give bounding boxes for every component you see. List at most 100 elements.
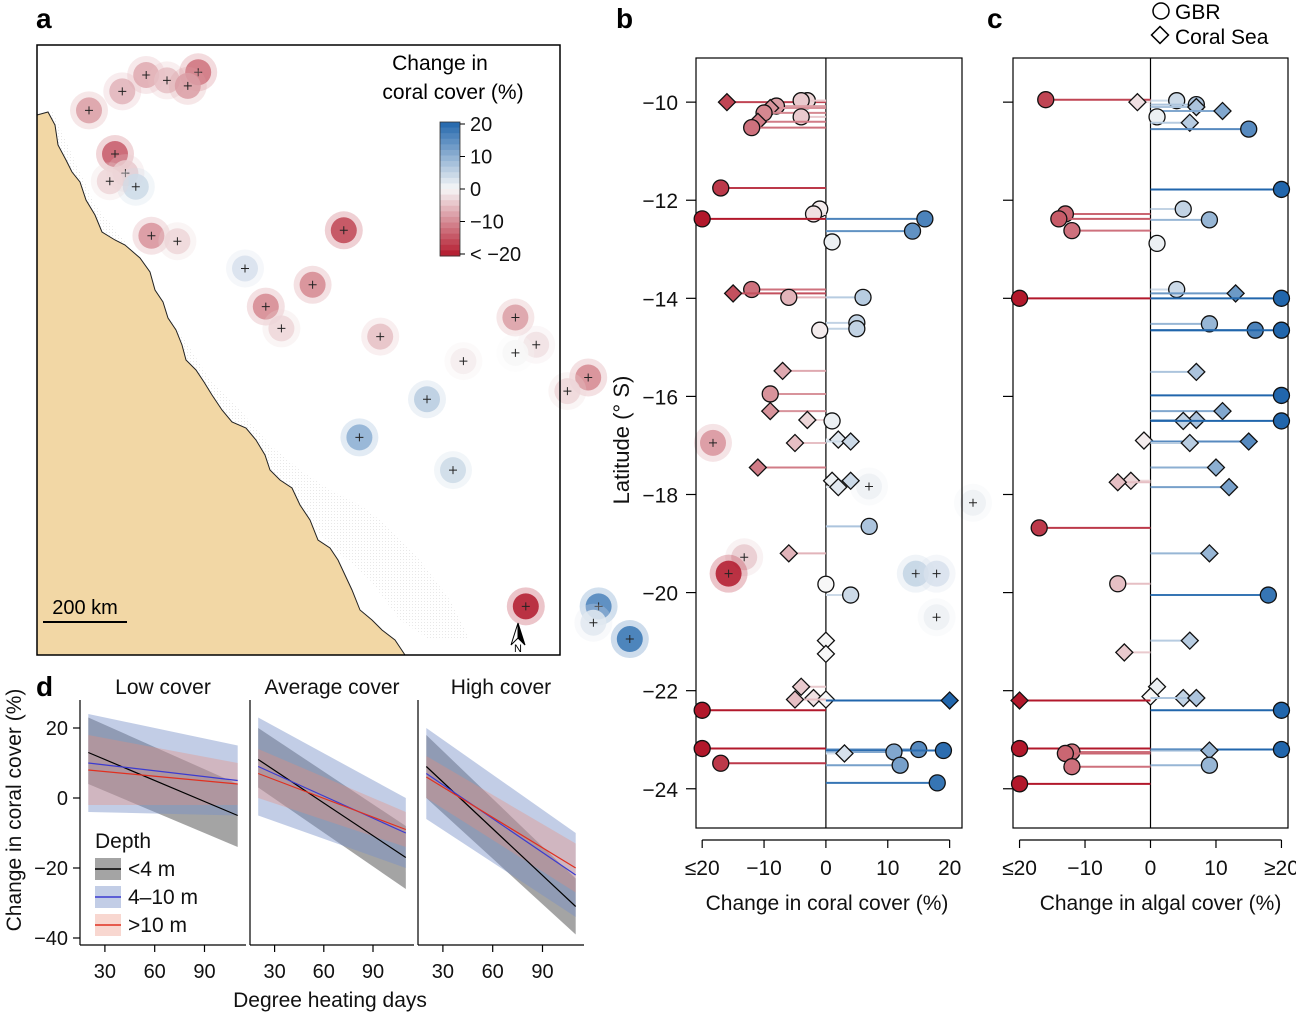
colorbar-segment bbox=[440, 244, 460, 251]
y-tick-label: −10 bbox=[642, 92, 678, 115]
x-axis-label: Change in coral cover (%) bbox=[706, 892, 949, 915]
colorbar-segment bbox=[440, 194, 460, 201]
site-cross bbox=[865, 482, 873, 491]
legend-title: Depth bbox=[95, 830, 151, 853]
trend-line bbox=[257, 772, 407, 831]
map-site-24 bbox=[548, 372, 587, 411]
y-tick-label: −24 bbox=[642, 779, 678, 802]
colorbar-segment bbox=[440, 155, 460, 162]
site-cross bbox=[194, 68, 203, 77]
colorbar: 20 10 0 −10 < −20 bbox=[439, 114, 521, 266]
point-gbr bbox=[1200, 211, 1219, 229]
trend-line bbox=[88, 751, 238, 817]
map-site-31 bbox=[954, 483, 992, 522]
y-tick-label: −14 bbox=[642, 288, 678, 311]
x-tick-label: 90 bbox=[193, 961, 215, 983]
site-cross bbox=[709, 438, 717, 447]
point-coral-sea bbox=[828, 477, 848, 497]
y-axis-label: Change in coral cover (%) bbox=[3, 689, 26, 932]
map-site-28 bbox=[694, 423, 732, 462]
point-coral-sea bbox=[773, 361, 793, 381]
site-cross bbox=[532, 340, 541, 349]
map-site-2 bbox=[103, 72, 142, 111]
x-tick-label: 30 bbox=[432, 961, 454, 983]
panel-b-letter: b bbox=[616, 3, 633, 34]
legend-gbr-marker bbox=[1152, 2, 1170, 20]
map-site-27 bbox=[434, 451, 472, 490]
site-cross bbox=[339, 226, 348, 235]
panel-d-dhd-response: Low cover 30 60 90 20 0 −20 −40 Average cover 30 6… bbox=[3, 676, 584, 1012]
point-coral-sea bbox=[1200, 741, 1219, 760]
map-site-19 bbox=[444, 342, 483, 381]
site-cross bbox=[932, 613, 941, 622]
colorbar-tick-label: 20 bbox=[470, 114, 492, 136]
map-site-20 bbox=[496, 298, 535, 337]
panel-a-letter: a bbox=[36, 3, 52, 34]
map-site-12 bbox=[158, 222, 197, 261]
map-site-26 bbox=[340, 418, 379, 457]
point-gbr bbox=[823, 412, 841, 430]
y-axis-label: Latitude (° S) bbox=[609, 376, 634, 505]
point-gbr bbox=[1272, 321, 1291, 339]
trend-line bbox=[425, 773, 577, 876]
colorbar-segment bbox=[440, 239, 460, 246]
ci-band bbox=[426, 735, 576, 935]
point-gbr bbox=[860, 517, 878, 536]
y-tick-label: −20 bbox=[34, 858, 68, 880]
legend-gbr-label: GBR bbox=[1175, 1, 1221, 24]
point-coral-sea bbox=[1010, 691, 1029, 710]
site-cross bbox=[911, 569, 920, 578]
trend-line bbox=[88, 769, 238, 785]
y-tick-label: −12 bbox=[642, 190, 678, 213]
legend-coral-sea-marker bbox=[1150, 25, 1170, 45]
scale-bar-label: 200 km bbox=[52, 597, 118, 619]
colorbar-segment bbox=[440, 228, 460, 235]
site-cross bbox=[932, 569, 941, 578]
y-tick-label: 20 bbox=[46, 718, 68, 740]
point-gbr bbox=[817, 575, 835, 593]
point-gbr bbox=[1240, 120, 1258, 138]
point-gbr bbox=[928, 774, 946, 792]
point-coral-sea bbox=[1239, 432, 1259, 451]
point-gbr bbox=[1148, 108, 1166, 126]
map-site-16 bbox=[262, 309, 301, 348]
point-gbr bbox=[1272, 386, 1291, 405]
y-tick-label: −22 bbox=[642, 681, 678, 704]
point-coral-sea bbox=[748, 458, 768, 477]
point-gbr bbox=[712, 179, 730, 197]
colorbar-segment bbox=[440, 200, 460, 207]
x-tick-label: 60 bbox=[482, 961, 504, 983]
point-gbr bbox=[1168, 280, 1186, 299]
point-gbr bbox=[1272, 289, 1291, 307]
point-coral-sea bbox=[785, 690, 805, 709]
reef-outline bbox=[48, 110, 470, 640]
colorbar-segment bbox=[440, 211, 460, 218]
site-cross bbox=[589, 618, 598, 627]
point-gbr bbox=[693, 701, 711, 719]
site-cross bbox=[85, 106, 93, 115]
x-tick-label: ≤20 bbox=[685, 857, 720, 880]
point-gbr bbox=[848, 320, 866, 338]
y-tick-label: −20 bbox=[642, 583, 678, 606]
map-site-35 bbox=[917, 598, 956, 637]
facet-title: Low cover bbox=[115, 676, 211, 699]
point-coral-sea bbox=[760, 401, 780, 421]
x-tick-label: −10 bbox=[1067, 857, 1103, 880]
point-coral-sea bbox=[797, 410, 817, 430]
point-coral-sea bbox=[1121, 471, 1141, 491]
ci-band bbox=[88, 714, 238, 816]
point-coral-sea bbox=[723, 284, 743, 303]
point-gbr bbox=[693, 210, 711, 228]
map-site-36 bbox=[506, 587, 545, 626]
x-tick-label: ≤20 bbox=[1002, 857, 1037, 880]
point-coral-sea bbox=[940, 691, 960, 710]
map-site-14 bbox=[324, 211, 363, 250]
point-coral-sea bbox=[779, 543, 799, 563]
point-gbr bbox=[903, 222, 922, 240]
site-cross bbox=[163, 76, 171, 85]
y-tick-label: −40 bbox=[34, 928, 68, 950]
point-gbr bbox=[1272, 701, 1291, 719]
site-cross bbox=[724, 569, 733, 578]
point-gbr bbox=[1063, 221, 1081, 240]
x-tick-label: 30 bbox=[94, 961, 116, 983]
